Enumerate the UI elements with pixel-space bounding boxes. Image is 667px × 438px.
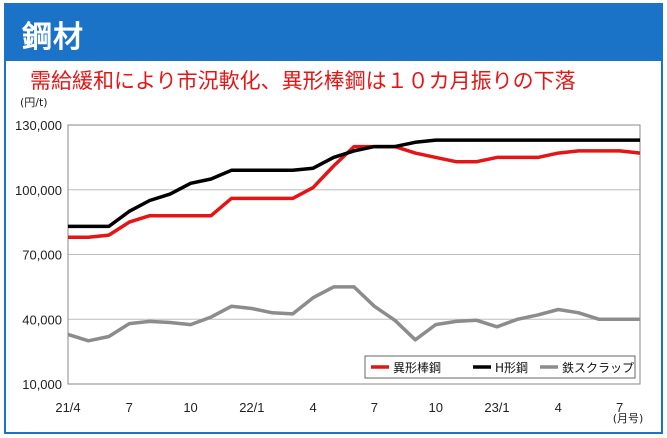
legend-box <box>364 355 636 379</box>
header-bar: 鋼材 <box>6 5 661 61</box>
plot-border <box>67 124 641 385</box>
x-tick-label: 23/1 <box>484 400 509 415</box>
series-lines <box>67 138 641 343</box>
grid-lines <box>68 189 640 320</box>
legend: 異形棒鋼 H形鋼 鉄スクラップ <box>364 355 636 379</box>
y-tick-label: 100,000 <box>15 183 62 198</box>
series-line <box>67 285 640 343</box>
x-tick-label: 10 <box>183 400 197 415</box>
y-tick-label: 130,000 <box>15 118 62 133</box>
x-tick-label: 4 <box>555 400 562 415</box>
series-line <box>68 138 640 229</box>
x-axis-label: (月号) <box>613 412 644 425</box>
x-tick-label: 7 <box>371 400 378 415</box>
y-tick-label: 70,000 <box>22 248 62 263</box>
headline: 需給緩和により市況軟化、異形棒鋼は１０カ月振りの下落 <box>30 69 576 93</box>
legend-label: 異形棒鋼 <box>393 361 441 375</box>
y-axis-label: (円/t) <box>20 96 48 109</box>
x-tick-label: 10 <box>428 400 442 415</box>
legend-label: H形鋼 <box>495 361 528 375</box>
x-tick-label: 22/1 <box>239 400 264 415</box>
axes: 10,000 40,000 70,000 100,000 130,000 (円/t) 21/… <box>15 96 643 425</box>
x-tick-label: 7 <box>616 400 623 415</box>
x-tick-label: 7 <box>126 400 133 415</box>
x-tick-label: 4 <box>310 400 317 415</box>
y-tick-label: 10,000 <box>22 377 62 392</box>
series-line <box>68 144 641 239</box>
x-tick-label: 21/4 <box>55 400 80 415</box>
y-tick-label: 40,000 <box>22 312 62 327</box>
page-title: 鋼材 <box>22 20 84 55</box>
legend-label: 鉄スクラップ <box>562 360 634 375</box>
chart-panel: 鋼材 <box>4 3 663 434</box>
